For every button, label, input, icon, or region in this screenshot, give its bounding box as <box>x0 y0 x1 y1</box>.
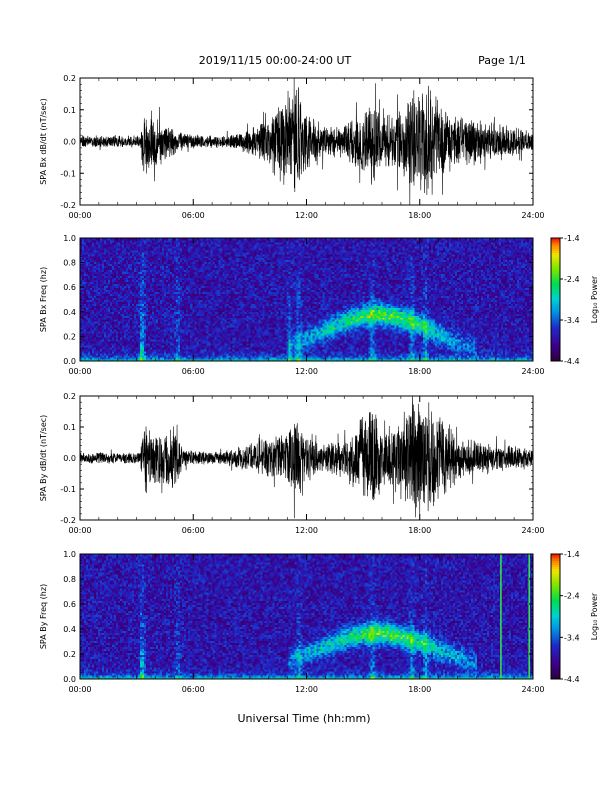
y-tick-label: -0.1 <box>60 485 76 494</box>
y-tick-label: 0.2 <box>63 650 76 659</box>
y-tick-label: 0.2 <box>63 392 76 401</box>
x-tick-label: 18:00 <box>408 526 431 535</box>
x-axis-label: Universal Time (hh:mm) <box>238 712 371 725</box>
colorbar-tick-label: -3.4 <box>564 633 580 642</box>
page-indicator: Page 1/1 <box>478 54 526 67</box>
colorbar-label: Log₁₀ Power <box>590 275 599 323</box>
panel-3: 0.2 0.1 0.0 -0.1 -0.200:00 06:00 12:00 18:00 24:… <box>39 392 545 535</box>
y-axis-label: SPA By Freq (hz) <box>39 584 48 649</box>
figure-title: 2019/11/15 00:00-24:00 UT <box>199 54 352 67</box>
panels: 0.20.10.0-0.1-0.200:00 06:00 12:00 18:00 24:… <box>39 74 599 694</box>
y-tick-label: 0.0 <box>63 138 76 147</box>
x-tick-label: 06:00 <box>182 367 205 376</box>
y-tick-label: 0.8 <box>63 259 76 268</box>
y-tick-label: 0.6 <box>63 600 76 609</box>
panel-1: 0.2 0.1 0.0 -0.1 -0.200:00 06:00 12:00 18:00 24:… <box>39 74 545 220</box>
x-tick-label: 24:00 <box>521 211 544 220</box>
y-tick-label: 1.0 <box>63 550 76 559</box>
y-tick-label: 0.4 <box>63 308 76 317</box>
y-axis-label: SPA Bx dB/dt (nT/sec) <box>39 98 48 185</box>
colorbar-tick-label: -2.4 <box>564 592 580 601</box>
x-tick-label: 18:00 <box>408 211 431 220</box>
x-tick-label: 06:00 <box>182 211 205 220</box>
colorbar-label: Log₁₀ Power <box>590 592 599 640</box>
x-tick-label: 12:00 <box>295 526 318 535</box>
spectrogram-cells <box>80 238 533 361</box>
x-tick-label: 12:00 <box>295 685 318 694</box>
colorbar-tick-label: -3.4 <box>564 316 580 325</box>
x-tick-label: 06:00 <box>182 685 205 694</box>
colorbar: -1.4 -2.4 -3.4 -4.4 Log₁₀ Power <box>551 234 599 366</box>
y-tick-label: 0.0 <box>63 454 76 463</box>
colorbar-tick-label: -2.4 <box>564 275 580 284</box>
y-tick-label: 0.0 <box>63 675 76 684</box>
y-tick-label: -0.2 <box>60 516 76 525</box>
panel-4: -1.4 -2.4 -3.4 -4.4 Log₁₀ Power 1.0 0.8 0.6 0.4 0… <box>39 550 599 694</box>
x-tick-label: 24:00 <box>521 367 544 376</box>
y-tick-label: -0.2 <box>60 201 76 210</box>
colorbar-tick-label: -1.4 <box>564 234 580 243</box>
y-axis-label: SPA By dB/dt (nT/sec) <box>39 415 48 502</box>
x-tick-label: 00:00 <box>68 211 91 220</box>
y-axis-label: SPA Bx Freq (hz) <box>39 267 48 332</box>
y-tick-label: 0.6 <box>63 283 76 292</box>
y-tick-label: 0.2 <box>63 74 76 83</box>
x-tick-label: 00:00 <box>68 526 91 535</box>
x-tick-label: 12:00 <box>295 211 318 220</box>
y-tick-label: 0.0 <box>63 357 76 366</box>
colorbar-tick-label: -1.4 <box>564 550 580 559</box>
x-tick-label: 00:00 <box>68 367 91 376</box>
series-line <box>80 78 533 205</box>
colorbar-tick-label: -4.4 <box>564 357 580 366</box>
x-tick-label: 06:00 <box>182 526 205 535</box>
y-tick-label: 0.4 <box>63 625 76 634</box>
x-tick-label: 00:00 <box>68 685 91 694</box>
panel-2: -1.4 -2.4 -3.4 -4.4 Log₁₀ Power 1.0 0.8 0.6 0.4 0… <box>39 234 599 376</box>
x-tick-label: 24:00 <box>521 526 544 535</box>
x-tick-label: 18:00 <box>408 367 431 376</box>
y-tick-label: 0.1 <box>63 106 76 115</box>
series-line <box>80 396 533 520</box>
spectrogram-cells <box>80 554 533 679</box>
colorbar: -1.4 -2.4 -3.4 -4.4 Log₁₀ Power <box>551 550 599 684</box>
colorbar-tick-label: -4.4 <box>564 675 580 684</box>
y-tick-label: 1.0 <box>63 234 76 243</box>
y-tick-label: -0.1 <box>60 169 76 178</box>
x-tick-label: 24:00 <box>521 685 544 694</box>
x-tick-label: 18:00 <box>408 685 431 694</box>
x-tick-label: 12:00 <box>295 367 318 376</box>
y-tick-label: 0.8 <box>63 575 76 584</box>
y-tick-label: 0.1 <box>63 423 76 432</box>
y-tick-label: 0.2 <box>63 332 76 341</box>
